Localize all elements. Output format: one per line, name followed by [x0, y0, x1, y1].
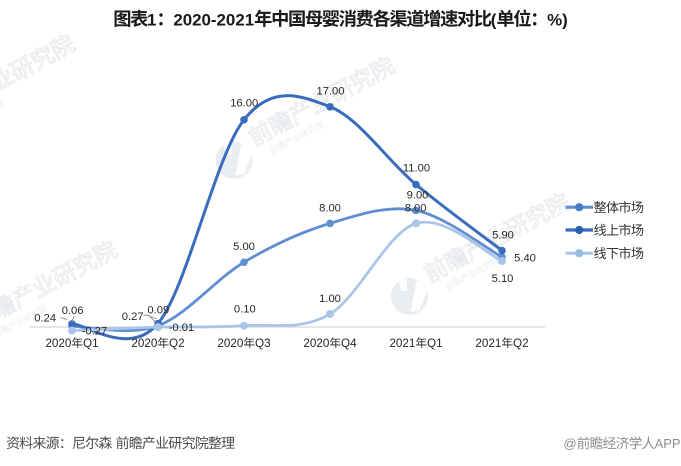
svg-text:8.00: 8.00 [405, 202, 427, 214]
svg-text:Q4: Q4 [341, 337, 357, 350]
svg-text:%): %) [547, 10, 568, 29]
svg-text:5.40: 5.40 [514, 252, 536, 264]
svg-text:16.00: 16.00 [230, 98, 258, 110]
svg-text:Q1: Q1 [427, 337, 443, 350]
svg-text:Q3: Q3 [255, 337, 271, 350]
svg-text:APP: APP [655, 436, 681, 451]
svg-text:2020: 2020 [45, 337, 72, 350]
svg-text:-0.01: -0.01 [169, 322, 195, 334]
svg-text:11.00: 11.00 [403, 163, 430, 175]
svg-text:2020: 2020 [303, 337, 330, 350]
svg-text:5.00: 5.00 [233, 241, 255, 253]
svg-text:@: @ [563, 436, 576, 451]
svg-text:2020-2021: 2020-2021 [173, 10, 254, 29]
svg-text:2020: 2020 [217, 337, 244, 350]
svg-text:0.27: 0.27 [122, 311, 144, 323]
svg-text:0.09: 0.09 [147, 304, 169, 316]
svg-text:Q2: Q2 [513, 337, 529, 350]
svg-text:0.24: 0.24 [34, 313, 56, 325]
svg-text:1.00: 1.00 [319, 293, 341, 305]
svg-text:1: 1 [147, 10, 156, 29]
svg-text:5.90: 5.90 [492, 229, 514, 241]
svg-text:Q1: Q1 [83, 337, 99, 350]
svg-text:8.00: 8.00 [319, 202, 341, 214]
svg-text:2021: 2021 [389, 337, 415, 350]
svg-text:0.10: 0.10 [234, 303, 256, 315]
svg-text:5.10: 5.10 [492, 273, 514, 285]
svg-text:2021: 2021 [475, 337, 501, 350]
svg-text:0.06: 0.06 [62, 305, 84, 317]
svg-text:9.00: 9.00 [407, 190, 429, 202]
svg-text:Q2: Q2 [169, 337, 185, 350]
svg-text:(: ( [491, 10, 497, 29]
svg-text:-0.27: -0.27 [82, 325, 108, 337]
svg-text:2020: 2020 [131, 337, 158, 350]
svg-text:17.00: 17.00 [317, 86, 345, 98]
